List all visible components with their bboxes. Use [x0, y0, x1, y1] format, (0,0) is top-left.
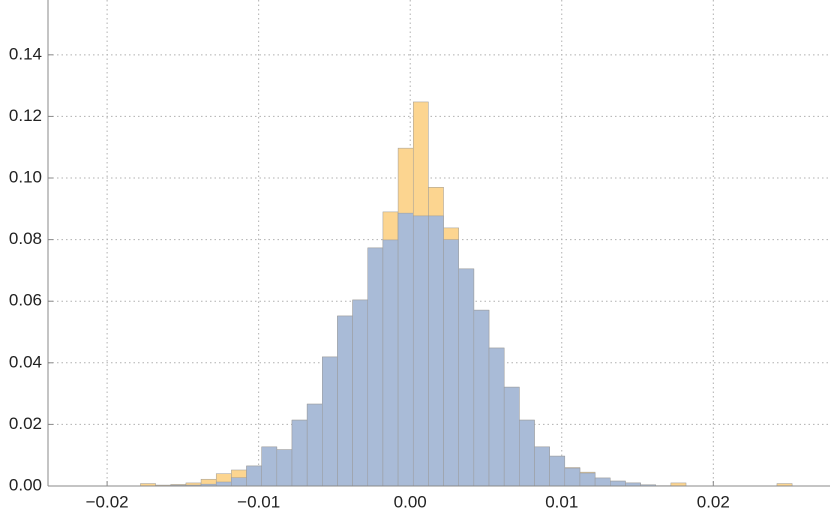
bar: [246, 465, 262, 487]
x-tick-label: 0.01: [545, 492, 578, 511]
y-tick-label: 0.06: [9, 291, 42, 310]
bar: [519, 419, 535, 487]
bar: [564, 467, 581, 487]
bar: [231, 477, 247, 487]
x-tick-label: 0.00: [394, 492, 427, 511]
bar: [458, 268, 475, 487]
bar: [291, 419, 308, 487]
bar: [549, 455, 566, 487]
x-tick-label: −0.02: [86, 492, 129, 511]
bar: [337, 315, 353, 487]
bar: [352, 299, 369, 487]
y-tick-label: 0.12: [9, 106, 42, 125]
bar: [382, 239, 399, 487]
y-tick-label: 0.04: [9, 352, 42, 371]
bar: [503, 386, 520, 487]
bar: [215, 481, 232, 487]
x-tick-label: 0.02: [697, 492, 730, 511]
bar: [610, 480, 626, 487]
y-tick-label: 0.08: [9, 229, 42, 248]
y-tick-label: 0.02: [9, 414, 42, 433]
bar: [322, 356, 338, 487]
bar: [397, 212, 414, 487]
bar: [412, 215, 429, 487]
bar: [443, 239, 459, 487]
bar: [473, 309, 490, 487]
bar: [534, 446, 550, 487]
bar: [367, 247, 384, 487]
y-tick-label: 0.10: [9, 167, 42, 186]
bar: [276, 449, 293, 487]
y-tick-label: 0.14: [9, 44, 42, 63]
x-tick-label: −0.01: [237, 492, 280, 511]
bar: [306, 403, 323, 487]
bar: [579, 472, 596, 487]
bar: [488, 347, 505, 487]
bar: [261, 446, 278, 487]
y-tick-label: 0.00: [9, 475, 42, 494]
bar: [594, 477, 611, 487]
bar: [428, 215, 444, 487]
